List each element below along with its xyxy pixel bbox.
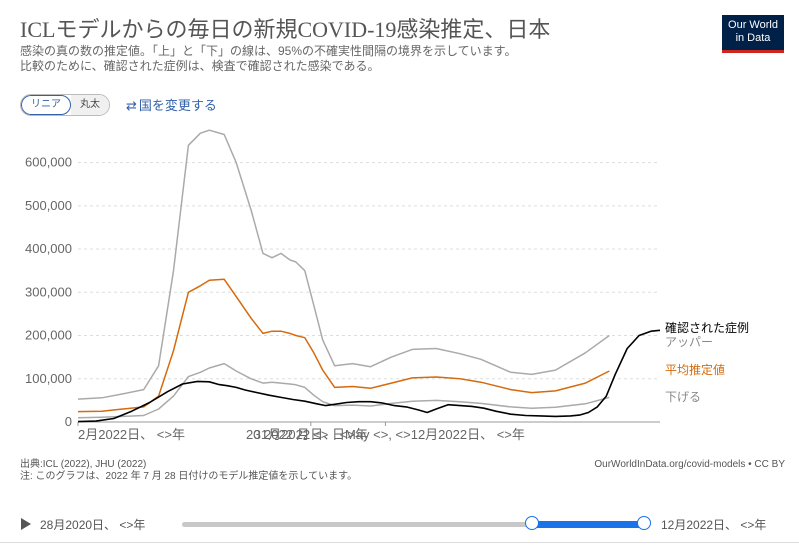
timeline-end-label: 12月2022日、 <>年 [661,518,767,532]
timeline: 28月2020日、 <>年 12月2022日、 <>年 [0,506,799,547]
owid-logo[interactable]: Our World in Data [722,15,784,53]
scale-linear-button[interactable]: リニア [21,95,71,115]
y-tick-label: 500,000 [25,198,72,213]
change-country-button[interactable]: ⇄ 国を変更する [126,95,217,114]
chart-title: ICLモデルからの毎日の新規COVID-19感染推定、日本 [20,17,551,42]
logo-line-2: in Data [735,32,771,44]
line-chart: 0 100,000 200,000 300,000 400,000 500,000 600,… [25,129,749,442]
timeline-selected-range[interactable] [532,521,644,528]
footer-notes: 出典:ICL (2022), JHU (2022) 注: このグラフは、2022… [20,459,357,483]
timeline-start-handle[interactable] [525,516,539,530]
series-label-mean: 平均推定値 [665,362,725,377]
series-label-confirmed: 確認された症例 [665,320,749,335]
series-line-upper [77,129,610,400]
change-country-label: 国を変更する [138,98,217,113]
subtitle-line-1: 感染の真の数の推定値。「上」と「下」の線は、95%の不確実性間隔の境界を示してい… [20,44,517,58]
y-tick-label: 200,000 [25,328,72,343]
series-label-lower: 下げる [665,390,701,404]
series-line-lower [77,362,610,419]
scale-log-button[interactable]: 丸太 [71,95,109,115]
logo-line-1: Our World [728,19,778,31]
timeline-divider [0,542,799,548]
y-tick-label: 0 [65,414,72,429]
series-line-mean [77,278,610,413]
x-tick-label: 31月2022日、 <>年 [254,427,368,442]
chart-subtitle: 感染の真の数の推定値。「上」と「下」の線は、95%の不確実性間隔の境界を示してい… [20,44,516,74]
series-label-upper: アッパー [665,335,713,349]
subtitle-line-2: 比較のために、確認された症例は、検査で確認された感染である。 [20,59,380,73]
timeline-start-label: 28月2020日、 <>年 [40,518,146,532]
source-link[interactable]: OurWorldInData.org/covid-models • CC BY [594,459,785,470]
play-icon[interactable] [21,518,31,530]
series-line-confirmed [77,329,661,423]
y-tick-label: 600,000 [25,155,72,170]
y-tick-label: 100,000 [25,371,72,386]
scale-toggle: リニア 丸太 [20,94,110,116]
x-tick-label: 20 2022 月 <> 日May <>, <>12月2022日、 <>年 [246,427,525,442]
swap-arrows-icon: ⇄ [126,98,137,113]
y-tick-label: 400,000 [25,241,72,256]
model-date-note: 注: このグラフは、2022 年 7 月 28 日付けのモデル推定値を示していま… [20,471,358,482]
timeline-end-handle[interactable] [637,516,651,530]
y-tick-label: 300,000 [25,284,72,299]
source-note: 出典:ICL (2022), JHU (2022) [20,459,147,470]
timeline-track[interactable] [182,522,644,527]
x-tick-label: 2月2022日、 <>年 [78,427,185,442]
